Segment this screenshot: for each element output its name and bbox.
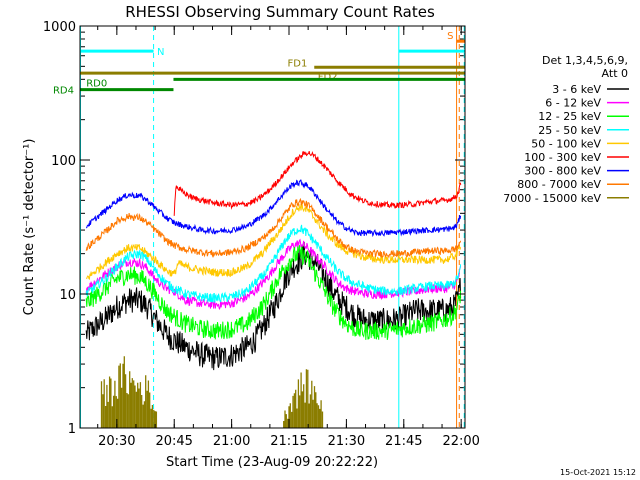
state-bar-label: RD4 (53, 86, 74, 97)
instrument-state-bars: N FD1 FD2 RD0 RD4 S (53, 31, 465, 97)
series-lines (85, 150, 462, 428)
chart-title: RHESSI Observing Summary Count Rates (125, 3, 435, 21)
legend-entry-label: 25 - 50 keV (538, 124, 601, 137)
series-100-300kev (173, 150, 462, 216)
series-25-50kev (85, 224, 462, 303)
x-tick-label: 21:15 (270, 434, 307, 449)
timestamp: 15-Oct-2021 15:12 (560, 468, 636, 477)
x-axis: 20:30 20:45 21:00 21:15 21:30 21:45 22:00 (97, 26, 480, 449)
state-bar-label: FD2 (318, 72, 338, 83)
state-bar-label: N (157, 47, 164, 58)
legend-entry-label: 3 - 6 keV (552, 83, 601, 96)
series-800-7000kev (85, 197, 462, 259)
legend-entry-label: 7000 - 15000 keV (503, 192, 601, 205)
y-tick-label: 1000 (43, 20, 76, 35)
y-tick-label: 100 (51, 154, 76, 169)
y-tick-label: 10 (59, 288, 76, 303)
legend-entry-label: 50 - 100 keV (531, 137, 601, 150)
legend-entry-label: 100 - 300 keV (524, 151, 601, 164)
x-tick-label: 20:45 (155, 434, 192, 449)
y-tick-label: 1 (68, 422, 76, 437)
series-300-800kev (85, 179, 462, 238)
legend-entry-label: 12 - 25 keV (538, 110, 601, 123)
plot-frame (79, 25, 466, 429)
chart-grid (80, 31, 465, 389)
x-tick-label: 21:30 (328, 434, 365, 449)
legend-header: Att 0 (602, 67, 628, 80)
x-tick-label: 22:00 (442, 434, 479, 449)
x-tick-label: 20:30 (98, 434, 135, 449)
y-axis-label: Count Rate (s⁻¹ detector⁻¹) (22, 139, 37, 316)
state-bar-label: FD1 (288, 58, 308, 69)
state-bar-label: RD0 (86, 78, 107, 89)
x-tick-label: 21:00 (213, 434, 250, 449)
legend-header: Det 1,3,4,5,6,9, (542, 54, 628, 67)
legend-entry-label: 6 - 12 keV (545, 97, 601, 110)
state-bar-label: S (447, 31, 453, 42)
series-7000-15000-kev (100, 356, 324, 428)
legend-entry-label: 300 - 800 keV (524, 165, 601, 178)
series-12-25kev (85, 245, 462, 340)
legend-entry-label: 800 - 7000 keV (517, 178, 601, 191)
x-tick-label: 21:45 (385, 434, 422, 449)
x-axis-label: Start Time (23-Aug-09 20:22:22) (166, 455, 378, 470)
series-50-100kev (85, 203, 462, 280)
y-axis: 1 10 100 1000 (43, 20, 465, 437)
